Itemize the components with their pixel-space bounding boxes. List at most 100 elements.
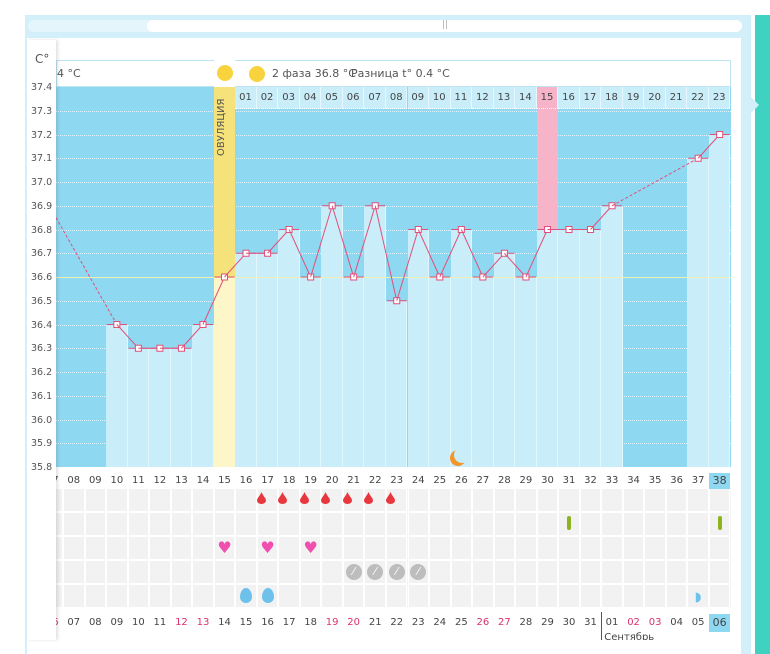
top-date-label[interactable]: 01 <box>235 87 257 109</box>
temperature-bar[interactable] <box>106 324 128 467</box>
calendar-date[interactable]: 20 <box>347 617 361 628</box>
calendar-date[interactable]: 06 <box>708 614 731 632</box>
top-date-label[interactable]: 14 <box>515 87 537 109</box>
cycle-day-label[interactable]: 24 <box>411 475 425 486</box>
grid-cell[interactable] <box>622 512 645 536</box>
grid-cell[interactable] <box>278 512 300 536</box>
calendar-date[interactable]: 16 <box>261 617 274 628</box>
top-date-label[interactable]: 09 <box>407 87 430 109</box>
grid-cell[interactable] <box>213 560 236 584</box>
grid-cell[interactable] <box>644 536 666 560</box>
grid-cell[interactable] <box>84 560 107 584</box>
grid-cell[interactable] <box>321 536 343 560</box>
calendar-date[interactable]: 25 <box>454 617 468 628</box>
top-date-label[interactable]: 16 <box>558 87 580 109</box>
grid-cell[interactable] <box>579 512 602 536</box>
calendar-date[interactable]: 08 <box>88 617 102 628</box>
grid-cell[interactable] <box>385 512 408 536</box>
temperature-bar[interactable] <box>515 277 537 467</box>
grid-cell[interactable] <box>601 584 623 608</box>
temperature-bar[interactable] <box>192 324 214 467</box>
grid-cell[interactable] <box>644 560 666 584</box>
grid-cell[interactable] <box>106 512 128 536</box>
temperature-bar[interactable] <box>558 229 580 467</box>
grid-cell[interactable] <box>665 488 688 512</box>
calendar-date[interactable]: 10 <box>132 617 145 628</box>
grid-cell[interactable] <box>708 584 731 608</box>
grid-cell[interactable] <box>558 536 580 560</box>
grid-cell[interactable] <box>170 536 193 560</box>
calendar-date[interactable]: 05 <box>691 617 705 628</box>
grid-cell[interactable] <box>63 488 85 512</box>
grid-cell[interactable] <box>106 488 128 512</box>
grid-cell[interactable] <box>687 536 709 560</box>
grid-cell[interactable] <box>235 512 257 536</box>
temperature-bar[interactable] <box>364 205 386 467</box>
grid-cell[interactable] <box>579 560 602 584</box>
grid-cell[interactable] <box>665 584 688 608</box>
grid-cell[interactable] <box>106 560 128 584</box>
grid-cell[interactable] <box>558 488 580 512</box>
cycle-day-label[interactable]: 23 <box>390 475 404 486</box>
grid-cell[interactable] <box>622 536 645 560</box>
grid-cell[interactable] <box>536 512 559 536</box>
grid-cell[interactable] <box>256 512 279 536</box>
grid-cell[interactable] <box>601 536 623 560</box>
top-date-label[interactable]: 20 <box>644 87 666 109</box>
grid-cell[interactable] <box>84 584 107 608</box>
grid-cell[interactable] <box>407 512 430 536</box>
grid-cell[interactable] <box>472 560 494 584</box>
grid-cell[interactable] <box>515 584 537 608</box>
temperature-bar[interactable] <box>429 277 451 467</box>
temperature-bar[interactable] <box>536 229 559 467</box>
grid-cell[interactable] <box>665 560 688 584</box>
grid-cell[interactable] <box>515 560 537 584</box>
grid-cell[interactable] <box>472 488 494 512</box>
grid-cell[interactable] <box>364 584 386 608</box>
grid-cell[interactable] <box>493 488 516 512</box>
grid-cell[interactable] <box>493 560 516 584</box>
calendar-date[interactable]: 07 <box>67 617 81 628</box>
grid-cell[interactable] <box>170 512 193 536</box>
cycle-day-label[interactable]: 20 <box>325 475 339 486</box>
cycle-day-label[interactable]: 37 <box>691 475 705 486</box>
calendar-date[interactable]: 11 <box>153 617 167 628</box>
grid-cell[interactable] <box>256 536 279 560</box>
calendar-date[interactable]: 14 <box>218 617 231 628</box>
grid-cell[interactable] <box>665 512 688 536</box>
grid-cell[interactable] <box>493 584 516 608</box>
cycle-day-label[interactable]: 16 <box>239 475 253 486</box>
temperature-bar[interactable] <box>342 277 365 467</box>
grid-cell[interactable] <box>407 536 430 560</box>
grid-cell[interactable] <box>149 488 171 512</box>
cycle-day-label[interactable]: 17 <box>261 475 274 486</box>
grid-cell[interactable] <box>429 536 451 560</box>
grid-cell[interactable] <box>192 488 214 512</box>
top-date-label[interactable]: 06 <box>342 87 365 109</box>
grid-cell[interactable] <box>579 488 602 512</box>
temperature-bar[interactable] <box>708 134 731 467</box>
grid-cell[interactable] <box>127 584 150 608</box>
grid-cell[interactable] <box>56 488 64 512</box>
grid-cell[interactable] <box>170 560 193 584</box>
grid-cell[interactable] <box>429 512 451 536</box>
temperature-bar[interactable] <box>450 229 473 467</box>
grid-cell[interactable] <box>407 488 430 512</box>
temperature-bar[interactable] <box>235 253 257 467</box>
top-date-label[interactable]: 18 <box>601 87 623 109</box>
cycle-day-label[interactable]: 11 <box>132 475 145 486</box>
calendar-date[interactable]: 09 <box>110 617 124 628</box>
cycle-day-label[interactable]: 13 <box>175 475 188 486</box>
grid-cell[interactable] <box>385 536 408 560</box>
calendar-date[interactable]: 02 <box>627 617 640 628</box>
grid-cell[interactable] <box>321 560 343 584</box>
grid-cell[interactable] <box>665 536 688 560</box>
temperature-bar[interactable] <box>385 300 408 467</box>
grid-cell[interactable] <box>450 584 473 608</box>
temperature-bar[interactable] <box>472 277 494 467</box>
top-date-label[interactable]: 22 <box>687 87 709 109</box>
grid-cell[interactable] <box>213 584 236 608</box>
temperature-bar[interactable] <box>299 277 322 467</box>
grid-cell[interactable] <box>472 536 494 560</box>
cycle-day-label[interactable]: 31 <box>562 475 576 486</box>
